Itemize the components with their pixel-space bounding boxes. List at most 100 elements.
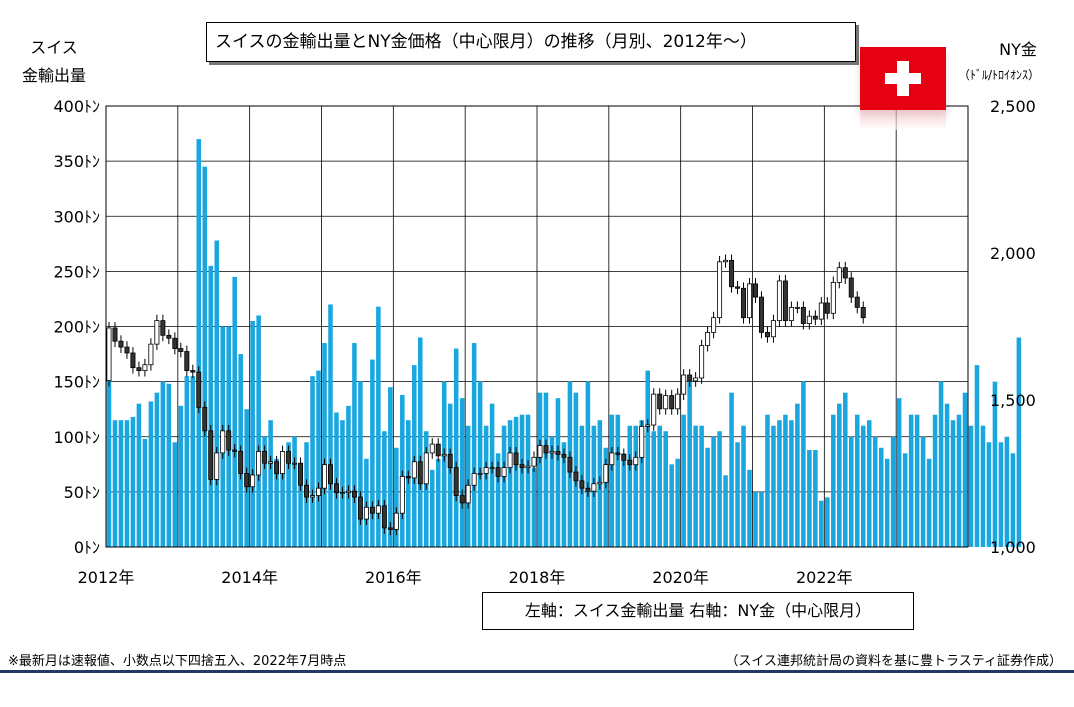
left-tick-labels: 0ﾄﾝ 50ﾄﾝ 100ﾄﾝ 150ﾄﾝ 200ﾄﾝ 250ﾄﾝ 300ﾄﾝ 350ﾄﾝ 400… (53, 97, 100, 557)
export-bar (340, 420, 345, 547)
gold-candle (106, 327, 112, 381)
swiss-flag-icon (860, 47, 946, 110)
gold-candle (758, 296, 764, 333)
export-bar (268, 420, 273, 547)
export-bar (645, 370, 651, 547)
export-bar (555, 398, 561, 547)
export-bar (771, 425, 776, 547)
gold-candle (321, 464, 327, 489)
gold-candle (339, 492, 345, 495)
export-bar (429, 469, 435, 547)
export-bar (489, 403, 495, 547)
export-bar (142, 438, 148, 547)
gold-candle (782, 280, 788, 322)
left-tick-label: 150ﾄﾝ (53, 373, 100, 392)
gold-candle (501, 467, 507, 477)
export-bar (549, 436, 555, 547)
gold-candle (717, 261, 723, 319)
gold-candle (615, 452, 621, 455)
left-axis-title-line1: スイス (30, 38, 78, 57)
export-bar (854, 414, 860, 547)
x-tick-label: 2018年 (509, 568, 566, 587)
gold-candle (196, 371, 202, 408)
export-bar (621, 453, 627, 547)
export-bar (501, 425, 507, 547)
export-bar (286, 442, 291, 547)
right-axis-title: NY金 (999, 40, 1037, 59)
gold-candle (693, 377, 699, 382)
gold-candle (220, 430, 226, 454)
export-bar (346, 405, 351, 547)
export-bar (184, 376, 190, 547)
export-bar (106, 376, 112, 547)
export-bar (872, 436, 878, 547)
gold-candle (112, 327, 118, 342)
export-bar (926, 458, 932, 547)
export-bar (998, 442, 1004, 547)
export-bar (717, 431, 722, 547)
export-bar (843, 392, 848, 547)
export-bar (370, 359, 375, 547)
gold-candle (250, 474, 256, 488)
export-bar (471, 343, 477, 547)
gold-candle (160, 320, 166, 336)
x-tick-label: 2014年 (221, 568, 278, 587)
export-bar (1010, 453, 1016, 547)
gold-candle (232, 449, 238, 452)
export-bar (358, 381, 363, 547)
gold-candle (627, 459, 633, 466)
export-bar (519, 414, 525, 547)
export-bar (136, 403, 142, 547)
gold-candle (812, 315, 818, 320)
gold-candle (609, 452, 615, 466)
export-bar (819, 500, 824, 547)
x-tick-label: 2020年 (652, 568, 709, 587)
export-bar (1004, 436, 1010, 547)
gold-candle (495, 467, 501, 477)
gold-candle (723, 259, 729, 263)
export-bar (525, 414, 531, 547)
right-tick-label: 1,000 (990, 538, 1036, 557)
gold-candle (477, 473, 483, 475)
gold-candle (483, 467, 489, 474)
export-bar (543, 392, 549, 547)
gold-candle (603, 464, 609, 483)
gold-candles (106, 254, 866, 536)
export-bar (262, 436, 267, 547)
gold-candle (860, 306, 866, 319)
gold-candle (298, 462, 304, 486)
export-bar (908, 414, 914, 547)
axes (105, 105, 969, 548)
export-bar (627, 425, 633, 547)
gold-candle (369, 506, 375, 514)
export-bar (735, 442, 740, 547)
export-bar (663, 431, 668, 547)
flag-reflection (860, 110, 946, 130)
gold-candle (274, 461, 280, 474)
export-bar (274, 458, 279, 547)
gold-candle (399, 476, 405, 514)
export-bar (980, 425, 986, 547)
gold-candle (639, 426, 645, 458)
export-bar (292, 436, 297, 547)
export-bar (190, 376, 196, 547)
export-bar (938, 381, 944, 547)
gold-candle (387, 527, 393, 530)
export-bar (250, 320, 255, 547)
gold-candle (381, 505, 387, 529)
right-tick-label: 2,500 (990, 97, 1036, 116)
export-bar (298, 464, 303, 547)
export-bar (777, 420, 782, 547)
bottom-rule (0, 670, 1074, 673)
gold-candle (543, 445, 549, 454)
gold-candle (525, 465, 531, 469)
gold-candle (836, 267, 842, 283)
export-bar (675, 458, 680, 547)
x-tick-label: 2012年 (78, 568, 135, 587)
gold-candle (154, 320, 160, 345)
export-bar (681, 414, 686, 547)
left-tick-label: 300ﾄﾝ (53, 207, 100, 226)
gold-candle (507, 452, 513, 469)
footnote: ※最新月は速報値、小数点以下四捨五入、2022年7月時点 (8, 654, 347, 669)
